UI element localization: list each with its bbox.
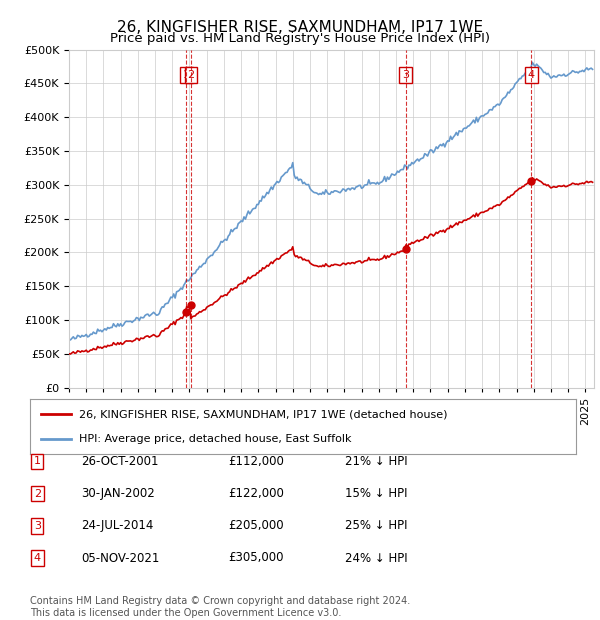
Text: 24% ↓ HPI: 24% ↓ HPI [345, 552, 407, 564]
Text: 3: 3 [402, 70, 409, 80]
Text: 26, KINGFISHER RISE, SAXMUNDHAM, IP17 1WE: 26, KINGFISHER RISE, SAXMUNDHAM, IP17 1W… [117, 20, 483, 35]
Text: 2: 2 [34, 489, 41, 498]
Text: 21% ↓ HPI: 21% ↓ HPI [345, 455, 407, 467]
Text: £205,000: £205,000 [228, 520, 284, 532]
Text: 24-JUL-2014: 24-JUL-2014 [81, 520, 154, 532]
Text: £305,000: £305,000 [228, 552, 284, 564]
Text: 1: 1 [34, 456, 41, 466]
Text: £122,000: £122,000 [228, 487, 284, 500]
Text: 30-JAN-2002: 30-JAN-2002 [81, 487, 155, 500]
Text: Price paid vs. HM Land Registry's House Price Index (HPI): Price paid vs. HM Land Registry's House … [110, 32, 490, 45]
Text: 2: 2 [187, 70, 194, 80]
Text: 26-OCT-2001: 26-OCT-2001 [81, 455, 158, 467]
Text: Contains HM Land Registry data © Crown copyright and database right 2024.
This d: Contains HM Land Registry data © Crown c… [30, 596, 410, 618]
Text: HPI: Average price, detached house, East Suffolk: HPI: Average price, detached house, East… [79, 434, 352, 444]
Text: 1: 1 [183, 70, 190, 80]
Text: 25% ↓ HPI: 25% ↓ HPI [345, 520, 407, 532]
Text: £112,000: £112,000 [228, 455, 284, 467]
Text: 4: 4 [34, 553, 41, 563]
Text: 3: 3 [34, 521, 41, 531]
Text: 4: 4 [527, 70, 535, 80]
Text: 26, KINGFISHER RISE, SAXMUNDHAM, IP17 1WE (detached house): 26, KINGFISHER RISE, SAXMUNDHAM, IP17 1W… [79, 409, 448, 419]
Text: 05-NOV-2021: 05-NOV-2021 [81, 552, 160, 564]
Text: 15% ↓ HPI: 15% ↓ HPI [345, 487, 407, 500]
